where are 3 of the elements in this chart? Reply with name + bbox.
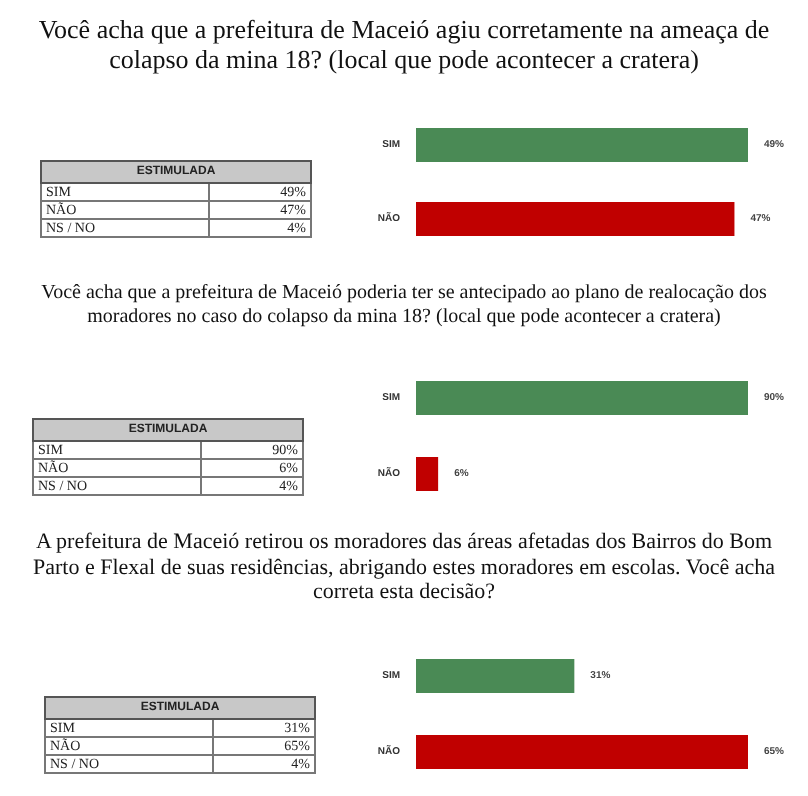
chart-title: Você acha que a prefeitura de Maceió agiu corretamente na ameaça de colapso da mina 18? (local que pode acontecer a cratera) bbox=[36, 14, 772, 76]
chart-title: A prefeitura de Maceió retirou os moradores das áreas afetadas dos Bairros do Bom Parto e Flexal de suas residências, abrigando estes moradores em escolas. Você acha correta esta decisão? bbox=[30, 530, 778, 606]
chart-title: Você acha que a prefeitura de Maceió poderia ter se antecipado ao plano de realocação dos moradores no caso do colapso da mina 18? (local que pode acontecer a cratera) bbox=[39, 282, 769, 328]
